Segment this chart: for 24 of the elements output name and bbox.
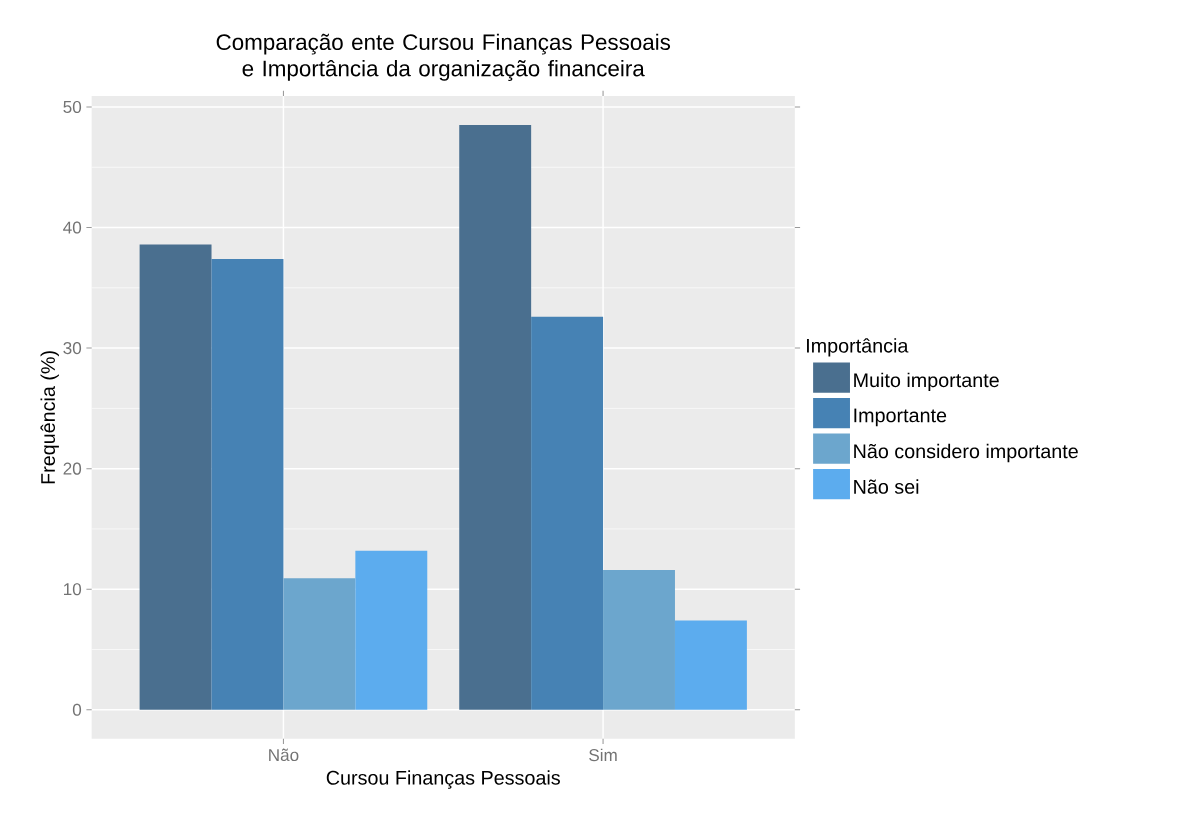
bar	[603, 570, 675, 710]
legend-label: Não considero importante	[854, 443, 1078, 463]
bar	[674, 620, 747, 710]
y-tick-label: 50	[63, 101, 82, 114]
y-tick-label: 10	[64, 583, 82, 596]
x-axis-title: Cursou Finanças Pessoais	[326, 770, 560, 789]
bar	[283, 578, 356, 710]
y-tick-label: 40	[63, 221, 82, 234]
y-tick-label: 0	[72, 703, 82, 716]
bar	[531, 316, 604, 710]
chart-title: Comparação ente Cursou Finanças Pessoais e Importância da organização financeira	[216, 33, 671, 82]
bar	[139, 244, 212, 710]
x-tick-label: Sim	[589, 748, 617, 762]
legend-label: Importante	[854, 408, 947, 427]
legend-label: Não sei	[854, 479, 919, 494]
bar	[355, 550, 428, 710]
y-tick-label: 30	[63, 342, 82, 355]
y-tick-label: 20	[63, 462, 82, 475]
x-tick-label: Não	[269, 748, 299, 762]
legend-title: Importância	[807, 338, 909, 357]
bar	[211, 259, 284, 710]
legend-label: Muito importante	[854, 372, 999, 392]
bar	[459, 125, 532, 710]
y-axis-title: Frequência (%)	[40, 351, 59, 484]
